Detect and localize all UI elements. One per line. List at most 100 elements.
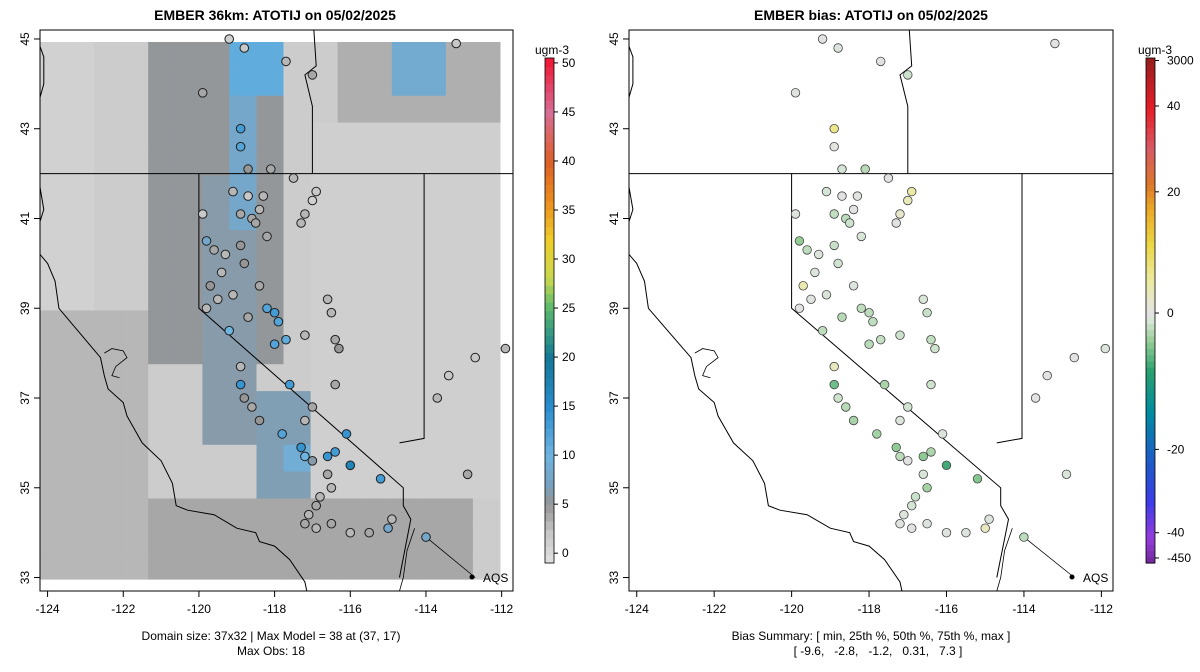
colorbar-swatch: [545, 150, 554, 160]
colorbar-swatch: [1146, 177, 1155, 185]
obs-point: [322, 469, 333, 480]
colorbar-swatch: [545, 100, 554, 110]
grid-cell: [283, 552, 312, 580]
grid-cell: [310, 122, 339, 150]
bias-point: [941, 528, 952, 538]
grid-cell: [121, 337, 149, 365]
right-panel: EMBER bias: ATOTIJ on 05/02/2025 -124 -12…: [607, 7, 1194, 658]
grid-cell: [310, 552, 339, 580]
colorbar-swatch: [1146, 171, 1155, 179]
bias-point: [918, 294, 929, 305]
colorbar-swatch: [545, 209, 554, 219]
colorbar-frame: [1145, 57, 1156, 564]
grid-cell: [121, 256, 149, 285]
colorbar-swatch: [1146, 531, 1155, 539]
obs-point: [311, 186, 322, 197]
y-tick-label: 39: [607, 301, 621, 315]
obs-point: [300, 330, 310, 341]
grid-cell: [94, 283, 122, 311]
colorbar-swatch: [545, 133, 554, 143]
coastline: [629, 44, 903, 591]
axes: -124 -122 -120 -118 -116 -114 -112 45 43 41 39 37 35…: [18, 32, 513, 616]
grid-cell: [364, 256, 393, 285]
colorbar-swatch: [1146, 525, 1155, 532]
bias-point: [860, 164, 870, 174]
bias-point: [918, 451, 929, 462]
grid-cell: [175, 42, 203, 70]
colorbar-swatch: [1146, 190, 1155, 198]
grid-cell: [40, 256, 68, 285]
grid-cell: [391, 283, 420, 311]
bias-point: [798, 281, 808, 291]
bias-point: [918, 469, 929, 480]
grid-cell: [175, 122, 203, 150]
river: [399, 528, 415, 591]
y-tick-label: 39: [18, 301, 32, 315]
obs-point: [300, 415, 310, 426]
grid-cell: [94, 42, 122, 70]
obs-point: [307, 70, 318, 80]
grid-cell: [148, 122, 176, 150]
grid-cell: [148, 552, 176, 580]
grid-cell: [202, 337, 230, 365]
colorbar-swatch: [1146, 386, 1155, 394]
y-tick-label: 45: [18, 32, 32, 46]
obs-point: [300, 209, 310, 219]
colorbar-frame: [544, 57, 555, 564]
bias-point: [1061, 469, 1072, 480]
colorbar-swatch: [545, 453, 554, 463]
grid-cell: [445, 417, 474, 446]
grid-cell: [175, 230, 203, 258]
legend-marker: [469, 574, 475, 580]
grid-cell: [445, 203, 474, 231]
obs-point: [266, 164, 276, 174]
grid-cell: [472, 417, 501, 446]
colorbar-swatch: [1146, 58, 1155, 65]
colorbar-swatch: [545, 293, 554, 303]
colorbar-swatch: [545, 116, 554, 126]
grid-cell: [364, 42, 393, 70]
colorbar-swatch: [545, 554, 554, 564]
grid-cell: [40, 203, 68, 231]
colorbar-swatch: [1146, 102, 1155, 110]
colorbar-units: ugm-3: [535, 43, 569, 57]
grid-cell: [148, 498, 176, 526]
colorbar-tick-label: 45: [562, 105, 576, 119]
x-tick-label: -120: [187, 602, 211, 616]
obs-point: [224, 34, 234, 44]
grid-cell: [418, 417, 447, 446]
grid-cell: [121, 149, 149, 177]
grid-cell: [418, 471, 447, 499]
colorbar-swatch: [1146, 342, 1155, 349]
grid-cell: [418, 256, 447, 285]
obs-point: [243, 191, 253, 201]
colorbar-swatch: [545, 302, 554, 312]
colorbar-swatch: [545, 546, 554, 556]
obs-point: [383, 523, 393, 534]
grid-cell: [337, 203, 366, 231]
bias-point: [837, 164, 847, 174]
axes: -124 -122 -120 -118 -116 -114 -112 45 43 41 39 37 35…: [607, 32, 1113, 616]
obs-point: [345, 527, 356, 538]
grid-cell: [418, 230, 447, 258]
legend-label: AQS: [1083, 571, 1108, 585]
bias-point: [837, 312, 847, 322]
grid-cell: [418, 176, 447, 204]
grid-cell: [67, 149, 95, 177]
obs-point: [300, 518, 310, 529]
grid-cell: [283, 95, 312, 124]
plot-frame: [628, 29, 1114, 592]
grid-cell: [202, 203, 230, 231]
colorbar-tick-label: -40: [1167, 526, 1185, 540]
grid-cell: [418, 95, 447, 124]
obs-point: [205, 281, 216, 291]
bias-point: [852, 191, 863, 201]
obs-point: [470, 352, 481, 363]
grid-cell: [148, 256, 176, 285]
bias-point: [1069, 352, 1080, 363]
colorbar-swatch: [1146, 209, 1155, 217]
obs-point: [254, 281, 265, 291]
grid-cell: [202, 444, 230, 473]
grid-cell: [175, 471, 203, 499]
bias-point: [794, 236, 805, 246]
